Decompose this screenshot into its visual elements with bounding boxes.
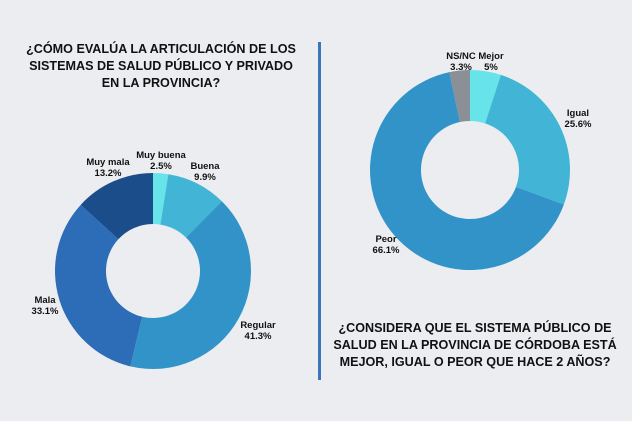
slice-value-left-muy-buena: 2.5% [150,161,172,172]
slice-right-igual [485,74,570,205]
slice-name-left-buena: Buena [190,161,220,172]
slice-left-buena [160,174,222,238]
slice-right-ns-nc [449,70,470,123]
slice-name-left-muy-buena: Muy buena [136,150,186,161]
donut-left [55,173,251,369]
slice-label-left-regular: Regular 41.3% [240,320,276,342]
slice-name-right-ns-nc: NS/NC [446,51,476,62]
slice-left-muy-buena [153,173,169,225]
slice-value-left-mala: 33.1% [32,306,59,317]
slice-label-left-buena: Buena 9.9% [190,161,220,183]
slice-right-peor [370,72,564,270]
slice-name-right-mejor: Mejor [478,51,504,62]
slice-label-left-mala: Mala 33.1% [32,295,59,317]
slice-left-muy-mala [80,173,153,240]
slice-left-mala [55,204,143,367]
slice-value-right-peor: 66.1% [373,245,400,256]
vertical-divider [318,42,321,380]
chart-left-title: ¿CÓMO EVALÚA LA ARTICULACIÓN DE LOS SIST… [26,42,296,90]
donut-right [370,70,570,270]
chart-right-title: ¿CONSIDERA QUE EL SISTEMA PÚBLICO DE SAL… [333,321,617,369]
slice-label-right-peor: Peor 66.1% [373,234,400,256]
slice-left-regular [130,201,251,369]
slice-name-right-igual: Igual [567,108,589,119]
slice-value-right-igual: 25.6% [565,119,592,130]
slice-label-right-ns-nc: NS/NC 3.3% [446,51,476,73]
slice-name-right-peor: Peor [375,234,396,245]
slice-label-right-mejor: Mejor 5% [478,51,504,73]
slice-name-left-regular: Regular [240,320,276,331]
slice-right-mejor [470,70,501,124]
slice-label-left-muy-mala: Muy mala 13.2% [86,157,130,179]
slice-label-right-igual: Igual 25.6% [565,108,592,130]
slice-label-left-muy-buena: Muy buena 2.5% [136,150,186,172]
slice-value-left-buena: 9.9% [194,172,216,183]
slice-value-right-ns-nc: 3.3% [450,62,472,73]
slice-value-left-muy-mala: 13.2% [95,168,122,179]
slice-value-right-mejor: 5% [484,62,498,73]
slice-value-left-regular: 41.3% [245,331,272,342]
slice-name-left-muy-mala: Muy mala [86,157,130,168]
slice-name-left-mala: Mala [34,295,56,306]
